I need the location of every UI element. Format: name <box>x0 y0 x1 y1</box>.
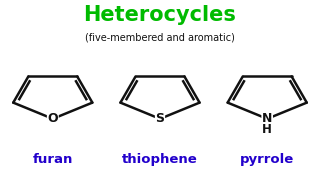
Text: (five-membered and aromatic): (five-membered and aromatic) <box>85 32 235 42</box>
Text: furan: furan <box>33 153 73 166</box>
Text: O: O <box>47 112 58 125</box>
Text: Heterocycles: Heterocycles <box>84 5 236 25</box>
Text: pyrrole: pyrrole <box>240 153 294 166</box>
Text: thiophene: thiophene <box>122 153 198 166</box>
Text: N: N <box>262 112 272 125</box>
Text: S: S <box>156 112 164 125</box>
Text: H: H <box>262 123 272 136</box>
